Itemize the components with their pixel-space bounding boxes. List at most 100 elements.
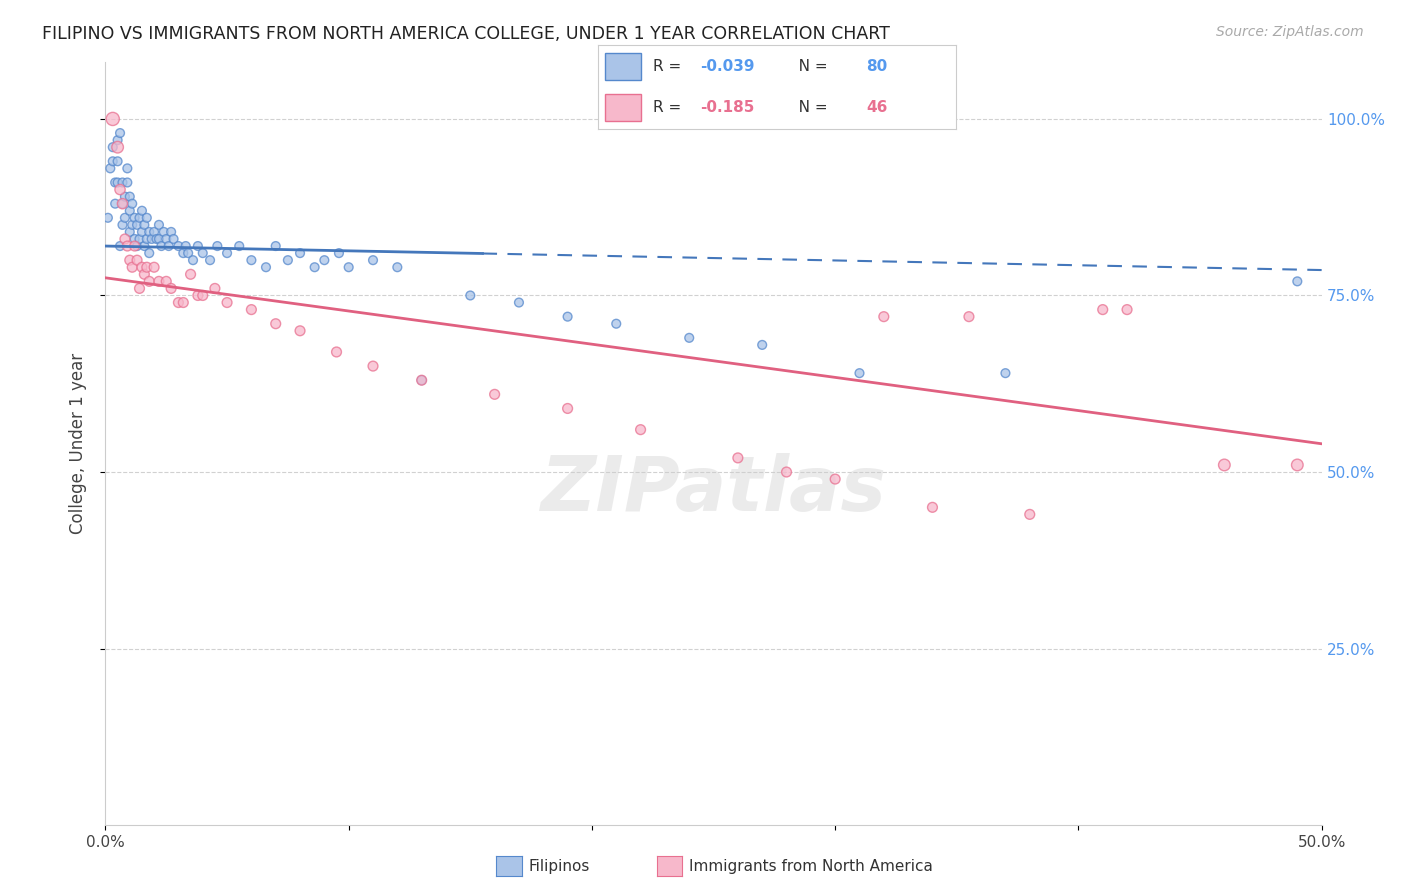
Point [678, 331, 700, 345]
Point [314, 253, 336, 268]
Point [135, 211, 157, 225]
Point [177, 246, 200, 260]
Point [957, 310, 980, 324]
Point [124, 232, 146, 246]
Text: 46: 46 [866, 100, 887, 115]
Point [325, 345, 347, 359]
Point [104, 176, 127, 190]
Point [180, 268, 202, 282]
Point [111, 196, 134, 211]
Point [508, 295, 530, 310]
Point [148, 218, 170, 232]
Point [121, 218, 143, 232]
Point [118, 225, 141, 239]
Point [264, 317, 287, 331]
Point [1213, 458, 1236, 472]
Point [921, 500, 943, 515]
Point [824, 472, 846, 486]
Point [304, 260, 326, 275]
Point [228, 239, 250, 253]
Point [160, 225, 183, 239]
Text: -0.185: -0.185 [700, 100, 754, 115]
Point [107, 133, 129, 147]
Point [361, 253, 384, 268]
Point [873, 310, 896, 324]
Point [181, 253, 204, 268]
Point [134, 239, 156, 253]
Point [387, 260, 409, 275]
Point [328, 246, 350, 260]
Point [125, 239, 148, 253]
Point [630, 423, 652, 437]
Point [108, 239, 131, 253]
Point [207, 239, 229, 253]
Point [1091, 302, 1114, 317]
Point [107, 154, 129, 169]
Bar [605, 94, 641, 120]
Point [145, 232, 167, 246]
Point [104, 196, 127, 211]
Point [138, 225, 160, 239]
Point [143, 225, 166, 239]
Point [114, 189, 136, 203]
Point [117, 239, 139, 253]
Point [121, 260, 143, 275]
Point [131, 225, 153, 239]
Point [111, 176, 134, 190]
Point [217, 295, 239, 310]
Point [148, 274, 170, 288]
Point [167, 295, 190, 310]
Text: N =: N = [785, 100, 832, 115]
Y-axis label: College, Under 1 year: College, Under 1 year [69, 353, 87, 534]
Point [751, 338, 773, 352]
Point [138, 274, 160, 288]
Point [114, 211, 136, 225]
Text: R =: R = [654, 59, 686, 74]
Point [411, 373, 433, 387]
Point [97, 211, 120, 225]
Point [118, 203, 141, 218]
Point [157, 239, 180, 253]
Point [191, 288, 214, 302]
Point [174, 239, 197, 253]
Text: -0.039: -0.039 [700, 59, 754, 74]
Point [277, 253, 299, 268]
Point [198, 253, 221, 268]
Point [134, 268, 156, 282]
Text: ZIPatlas: ZIPatlas [540, 452, 887, 526]
Point [155, 232, 177, 246]
Text: FILIPINO VS IMMIGRANTS FROM NORTH AMERICA COLLEGE, UNDER 1 YEAR CORRELATION CHAR: FILIPINO VS IMMIGRANTS FROM NORTH AMERIC… [42, 25, 890, 43]
Point [160, 281, 183, 295]
Point [217, 246, 239, 260]
Point [124, 211, 146, 225]
Point [121, 196, 143, 211]
Point [128, 211, 150, 225]
Point [1286, 274, 1309, 288]
Point [172, 246, 194, 260]
Point [108, 183, 131, 197]
Point [111, 196, 134, 211]
Point [135, 232, 157, 246]
Point [484, 387, 506, 401]
Point [108, 126, 131, 140]
Point [775, 465, 797, 479]
Point [557, 401, 579, 416]
Point [138, 246, 160, 260]
Point [125, 253, 148, 268]
Point [143, 260, 166, 275]
Point [101, 112, 124, 126]
Point [153, 225, 176, 239]
Point [117, 161, 139, 176]
Point [131, 203, 153, 218]
Point [187, 288, 209, 302]
Point [101, 140, 124, 154]
Point [114, 232, 136, 246]
Point [254, 260, 277, 275]
Point [1286, 458, 1309, 472]
Point [141, 232, 163, 246]
Point [605, 317, 627, 331]
Point [98, 161, 121, 176]
Point [107, 176, 129, 190]
Point [118, 253, 141, 268]
Point [1116, 302, 1139, 317]
